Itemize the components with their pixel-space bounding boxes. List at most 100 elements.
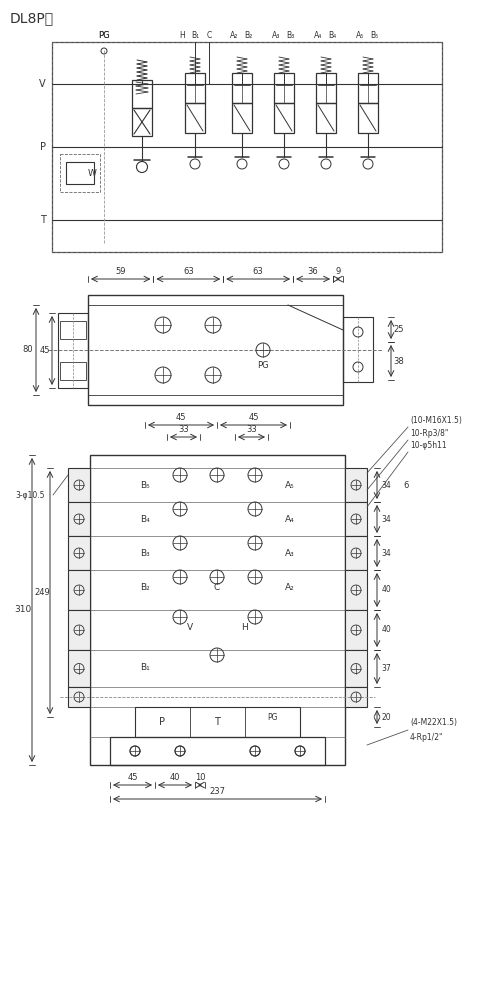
Text: 237: 237 [210,787,226,796]
Text: 10-Rp3/8": 10-Rp3/8" [410,428,448,438]
Text: T: T [214,717,220,727]
Bar [68,687,90,707]
Text: PG: PG [267,712,277,721]
Text: V: V [187,624,193,633]
Text: PG: PG [98,31,110,39]
Bar [110,737,325,765]
Bar [232,73,252,103]
Text: 33: 33 [178,425,189,435]
Text: 9: 9 [335,268,341,277]
Bar [185,73,205,103]
Text: 34: 34 [381,548,391,558]
Bar [345,502,367,536]
Text: P: P [159,717,165,727]
Text: A₄: A₄ [285,515,295,523]
Bar [345,687,367,707]
Text: 80: 80 [23,345,33,354]
Bar [132,80,152,108]
Text: A₅: A₅ [356,31,364,39]
Bar [316,73,336,103]
Bar [68,570,90,610]
Text: H: H [242,624,248,633]
Text: V: V [40,79,46,89]
Text: 10-φ5h11: 10-φ5h11 [410,442,447,451]
Text: PG: PG [98,31,110,39]
Text: 33: 33 [246,425,257,435]
Bar [68,468,90,502]
Bar [52,42,442,252]
Text: 59: 59 [115,268,126,277]
Bar [345,650,367,687]
Text: A₂: A₂ [230,31,238,39]
Bar [274,103,294,133]
Text: 40: 40 [170,773,180,782]
Text: 45: 45 [248,413,259,422]
Text: 34: 34 [381,480,391,489]
Bar [345,570,367,610]
Text: A₃: A₃ [285,548,295,558]
Text: 36: 36 [308,268,318,277]
Text: 40: 40 [381,626,391,635]
Bar [88,295,343,405]
Bar [135,707,300,737]
Text: A₅: A₅ [285,480,295,489]
Text: B₃: B₃ [140,548,150,558]
Text: C: C [206,31,212,39]
Text: B₂: B₂ [140,584,150,592]
Bar [232,103,252,133]
Text: 25: 25 [394,325,404,334]
Text: 45: 45 [40,346,50,355]
Text: B₄: B₄ [328,31,336,39]
Bar [345,610,367,650]
Bar [185,103,205,133]
Text: B₄: B₄ [140,515,150,523]
Bar [68,650,90,687]
Bar [60,362,86,380]
Bar [358,103,378,133]
Text: (4-M22X1.5): (4-M22X1.5) [410,718,457,727]
Text: 249: 249 [34,588,50,597]
Text: 4-Rp1/2": 4-Rp1/2" [410,732,443,742]
Text: A₃: A₃ [272,31,280,39]
Text: T: T [40,215,46,225]
Text: PG: PG [257,360,269,370]
Text: A₂: A₂ [285,584,295,592]
Text: 34: 34 [381,515,391,523]
Text: 10: 10 [195,773,205,782]
Bar [68,502,90,536]
Bar [60,154,100,192]
Text: B₁: B₁ [140,662,150,671]
Text: 63: 63 [183,268,194,277]
Text: H: H [179,31,185,39]
Text: B₂: B₂ [244,31,252,39]
Text: W: W [88,168,97,177]
Text: C: C [214,584,220,592]
Bar [68,610,90,650]
Bar [60,321,86,339]
Bar [68,536,90,570]
Text: B₅: B₅ [370,31,378,39]
Text: DL8P型: DL8P型 [10,11,54,25]
Bar [132,108,152,136]
Text: 45: 45 [127,773,138,782]
Bar [343,317,373,382]
Bar [345,468,367,502]
Text: 20: 20 [381,712,391,721]
Bar [90,455,345,765]
Text: B₃: B₃ [286,31,294,39]
Text: P: P [40,142,46,152]
Text: (10-M16X1.5): (10-M16X1.5) [410,415,462,424]
Text: 63: 63 [253,268,264,277]
Text: B₅: B₅ [140,480,150,489]
Text: 37: 37 [381,664,391,673]
Text: 45: 45 [176,413,186,422]
Text: B₁: B₁ [191,31,199,39]
Bar [58,313,88,388]
Bar [52,42,442,252]
Text: A₄: A₄ [314,31,322,39]
Bar [274,73,294,103]
Bar [345,536,367,570]
Bar [316,103,336,133]
Text: 310: 310 [14,605,31,614]
Text: 6: 6 [403,480,408,489]
